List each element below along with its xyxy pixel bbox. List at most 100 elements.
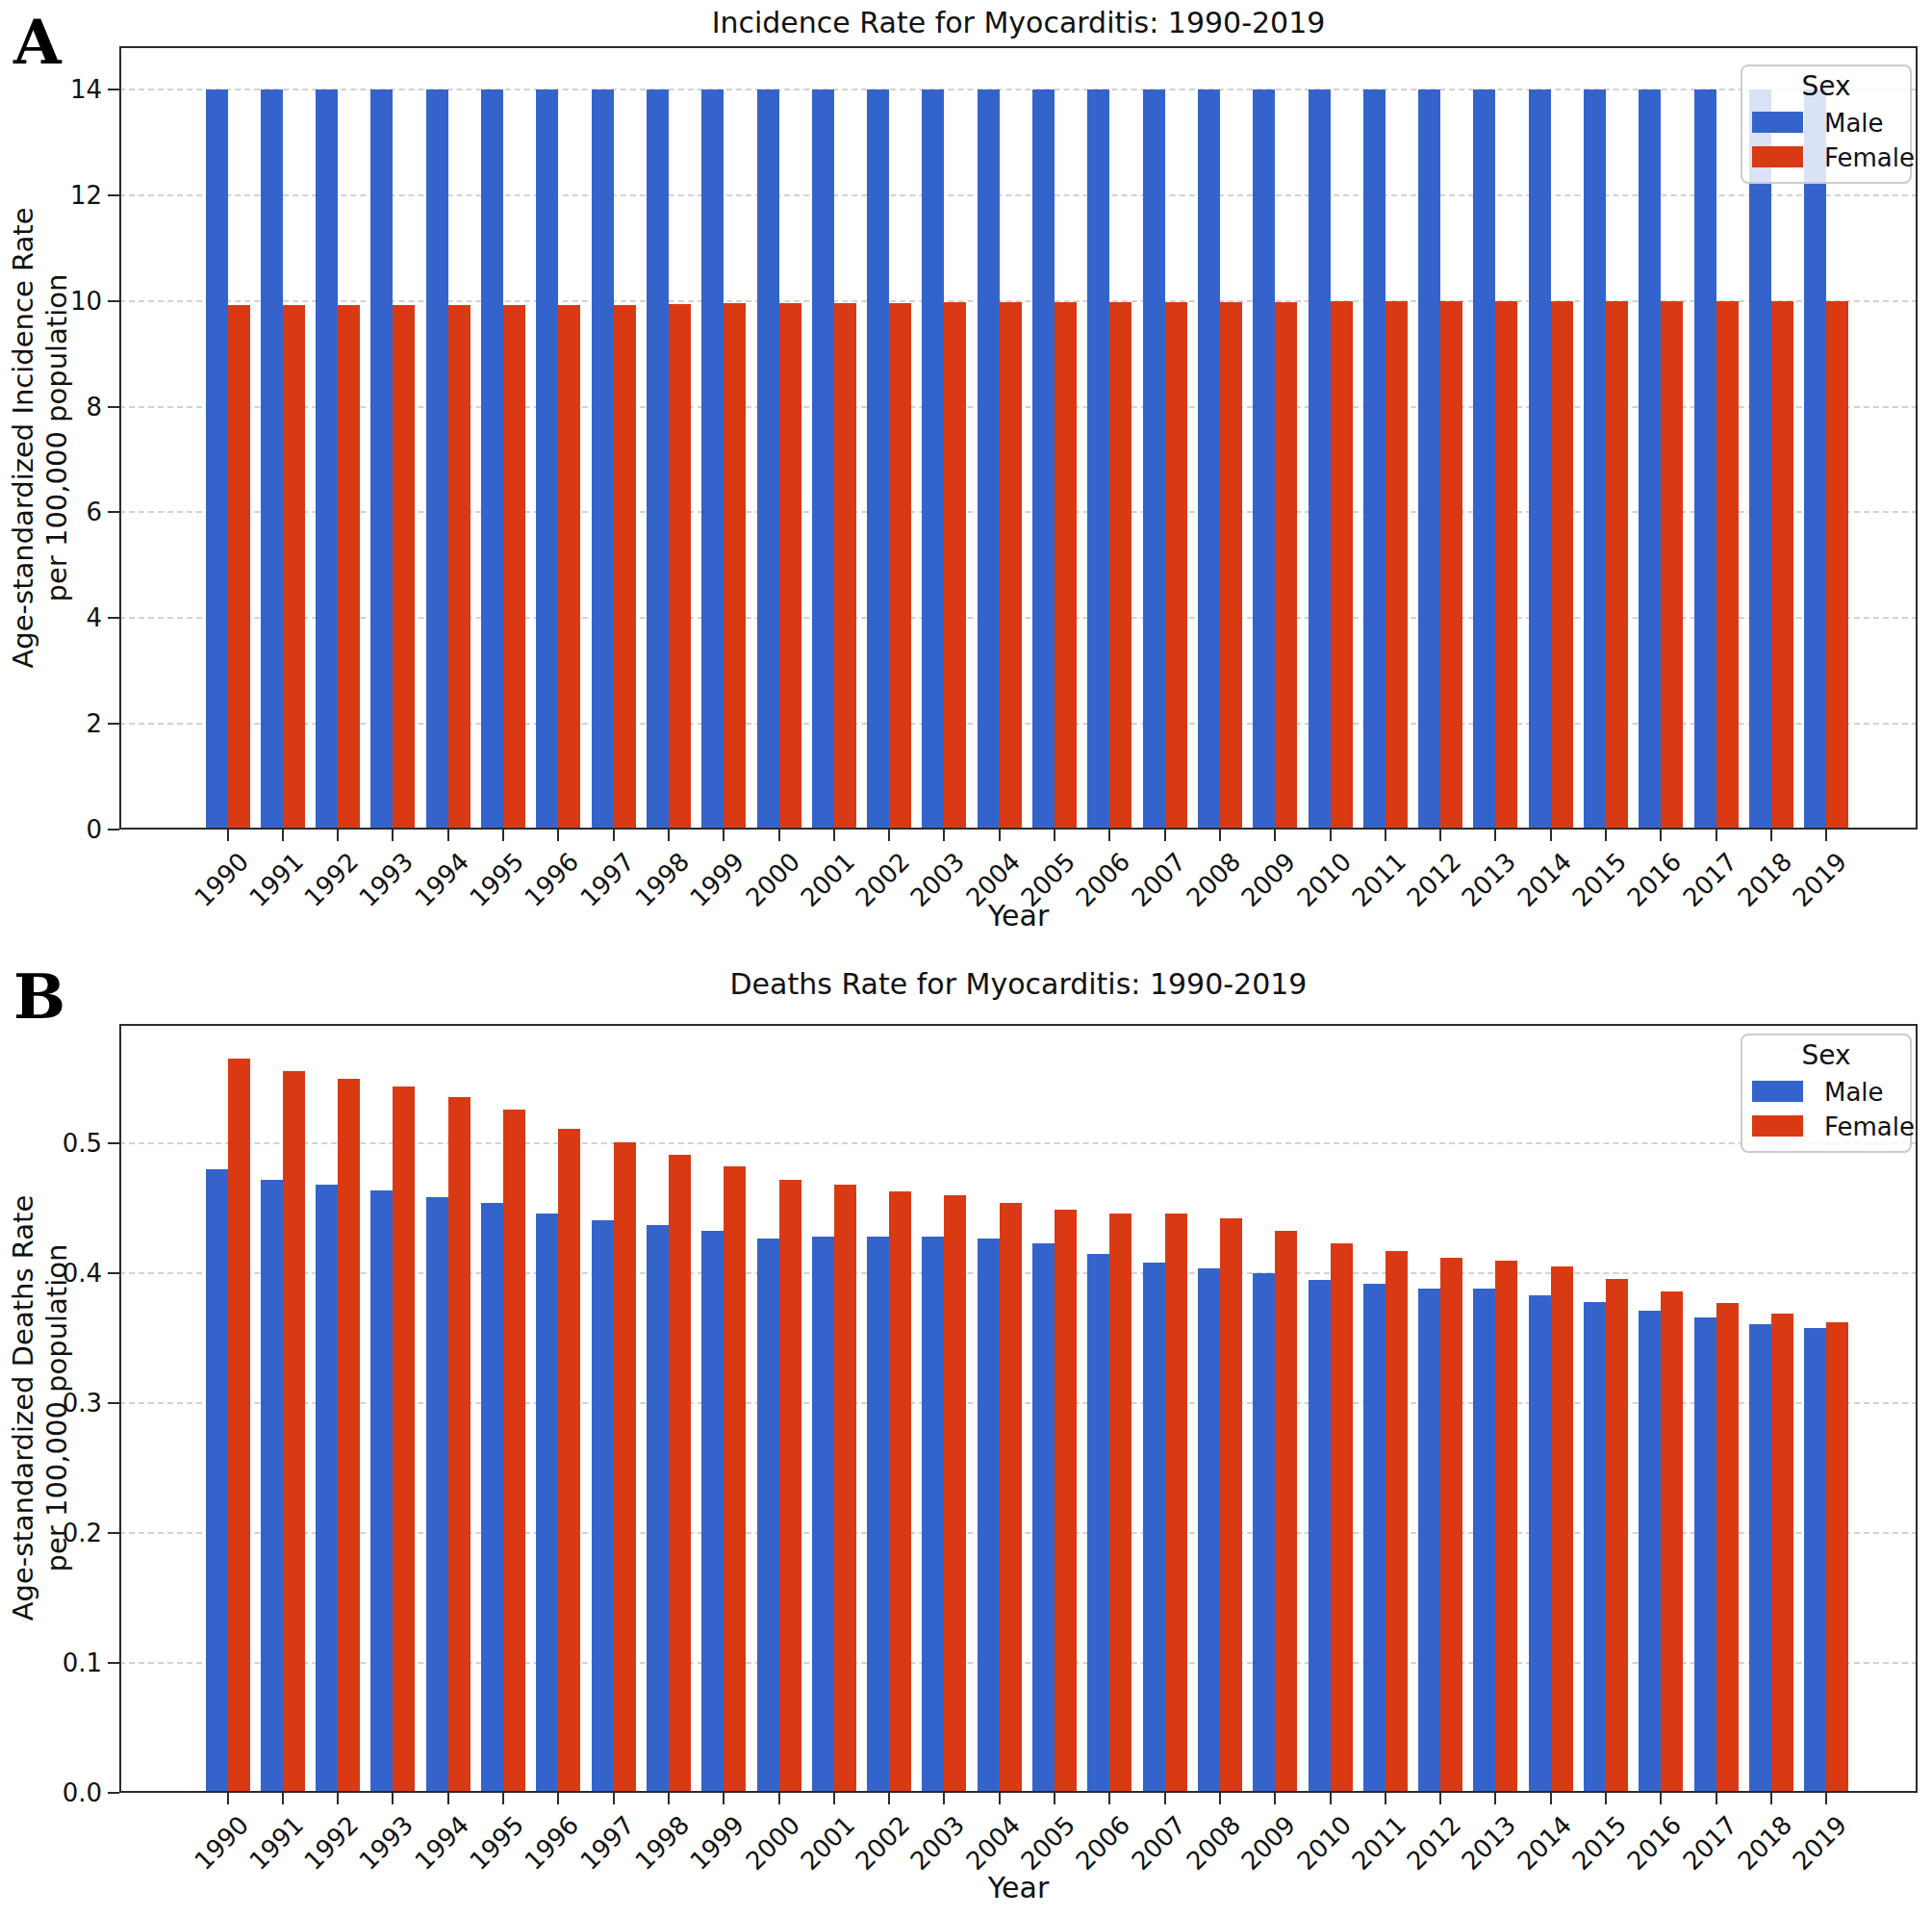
- x-tick-mark: [668, 1793, 670, 1804]
- bar-deaths-male-2004: [978, 1239, 1000, 1793]
- bar-deaths-male-2006: [1087, 1254, 1109, 1793]
- x-tick-label-2016: 2016: [1622, 1810, 1688, 1876]
- bar-incidence-female-1991: [283, 305, 305, 830]
- x-tick-mark: [282, 1793, 284, 1804]
- x-tick-mark: [1054, 1793, 1055, 1804]
- x-tick-mark: [1660, 1793, 1662, 1804]
- bar-deaths-male-2003: [922, 1237, 944, 1793]
- bar-deaths-female-1990: [228, 1059, 250, 1793]
- x-tick-mark: [1330, 1793, 1332, 1804]
- x-tick-mark: [1825, 830, 1827, 841]
- bar-incidence-male-2015: [1584, 89, 1606, 830]
- x-tick-mark: [502, 1793, 504, 1804]
- bar-incidence-male-2006: [1087, 89, 1109, 830]
- bar-deaths-male-2010: [1309, 1280, 1331, 1793]
- bar-deaths-female-1995: [503, 1110, 525, 1793]
- y-tick-label: 0.0: [31, 1780, 102, 1805]
- y-tick-label: 0.3: [31, 1391, 102, 1416]
- x-tick-label-1999: 1999: [684, 1810, 750, 1876]
- bar-deaths-male-2002: [867, 1237, 889, 1793]
- legend-title: Sex: [1742, 70, 1910, 102]
- x-tick-mark: [227, 830, 229, 841]
- x-tick-label-1994: 1994: [409, 1810, 474, 1876]
- bar-incidence-male-2003: [922, 89, 944, 830]
- bar-incidence-male-2004: [978, 89, 1000, 830]
- bar-incidence-male-1993: [370, 89, 393, 830]
- y-tick-mark: [108, 89, 119, 90]
- bar-deaths-female-1993: [393, 1086, 415, 1793]
- x-tick-mark: [668, 830, 670, 841]
- x-tick-mark: [888, 830, 890, 841]
- chart-a-title: Incidence Rate for Myocarditis: 1990-201…: [119, 6, 1918, 39]
- bar-incidence-male-1999: [701, 89, 724, 830]
- x-tick-mark: [833, 1793, 835, 1804]
- bar-deaths-male-1991: [261, 1180, 283, 1793]
- bar-deaths-male-2016: [1639, 1311, 1661, 1793]
- x-tick-mark: [1716, 830, 1717, 841]
- x-tick-mark: [888, 1793, 890, 1804]
- bar-incidence-female-2016: [1661, 301, 1683, 830]
- x-tick-mark: [1770, 830, 1772, 841]
- x-tick-mark: [1108, 830, 1110, 841]
- bar-deaths-female-2004: [1000, 1203, 1022, 1793]
- bar-deaths-female-2017: [1716, 1303, 1739, 1793]
- panel-a-letter: A: [13, 12, 62, 73]
- x-tick-mark: [723, 830, 724, 841]
- bar-deaths-male-1993: [370, 1190, 393, 1793]
- x-tick-mark: [1219, 830, 1221, 841]
- y-tick-label: 6: [31, 499, 102, 524]
- bar-deaths-male-2017: [1694, 1317, 1716, 1793]
- bar-incidence-male-1996: [536, 89, 558, 830]
- y-tick-mark: [108, 194, 119, 196]
- x-tick-mark: [1439, 1793, 1441, 1804]
- x-tick-mark: [778, 830, 780, 841]
- bar-deaths-male-2009: [1253, 1273, 1275, 1793]
- x-tick-label-2000: 2000: [740, 1810, 805, 1876]
- bar-incidence-female-1992: [338, 305, 360, 830]
- y-tick-mark: [108, 617, 119, 619]
- bar-incidence-male-1990: [206, 89, 228, 830]
- x-tick-label-1993: 1993: [354, 1810, 419, 1876]
- bar-incidence-female-1995: [503, 305, 525, 830]
- x-tick-mark: [1605, 830, 1607, 841]
- bar-deaths-female-2018: [1771, 1314, 1793, 1793]
- chart-a-plot-area: 0246810121419901991199219931994199519961…: [119, 46, 1918, 830]
- x-tick-mark: [337, 830, 339, 841]
- bar-deaths-male-2013: [1473, 1289, 1495, 1793]
- bar-deaths-male-2011: [1363, 1284, 1385, 1793]
- x-tick-label-2012: 2012: [1401, 1810, 1466, 1876]
- y-tick-label: 2: [31, 711, 102, 736]
- x-tick-label-2005: 2005: [1015, 1810, 1080, 1876]
- bar-incidence-male-2009: [1253, 89, 1275, 830]
- y-tick-label: 0.5: [31, 1131, 102, 1156]
- x-tick-mark: [943, 1793, 945, 1804]
- x-tick-label-1990: 1990: [189, 1810, 254, 1876]
- bar-deaths-female-1999: [724, 1166, 746, 1793]
- bar-incidence-male-2016: [1639, 89, 1661, 830]
- chart-a-y-axis-label-line1: Age-standardized Incidence Rate: [7, 208, 39, 669]
- bar-incidence-male-2019: [1804, 89, 1826, 830]
- bar-deaths-male-2005: [1032, 1243, 1055, 1793]
- bar-deaths-male-2018: [1749, 1324, 1771, 1793]
- x-tick-label-2001: 2001: [795, 1810, 860, 1876]
- bar-deaths-male-1997: [592, 1220, 614, 1793]
- y-tick-mark: [108, 1402, 119, 1404]
- x-tick-mark: [227, 1793, 229, 1804]
- bar-deaths-female-2019: [1826, 1322, 1848, 1793]
- y-tick-mark: [108, 723, 119, 725]
- bar-deaths-male-2000: [757, 1239, 779, 1793]
- bar-incidence-female-2015: [1606, 301, 1628, 830]
- bar-deaths-male-1996: [536, 1214, 558, 1793]
- y-tick-mark: [108, 406, 119, 408]
- x-tick-label-2017: 2017: [1677, 1810, 1742, 1876]
- y-tick-label: 0: [31, 817, 102, 842]
- bar-incidence-male-1997: [592, 89, 614, 830]
- y-tick-label: 14: [31, 77, 102, 102]
- x-tick-mark: [1605, 1793, 1607, 1804]
- chart-b-legend: Sex Male Female: [1741, 1034, 1912, 1153]
- x-tick-mark: [1108, 1793, 1110, 1804]
- bar-incidence-female-2003: [944, 302, 966, 830]
- bar-deaths-female-2007: [1165, 1214, 1187, 1793]
- bar-deaths-female-1996: [558, 1129, 580, 1793]
- y-tick-mark: [108, 300, 119, 302]
